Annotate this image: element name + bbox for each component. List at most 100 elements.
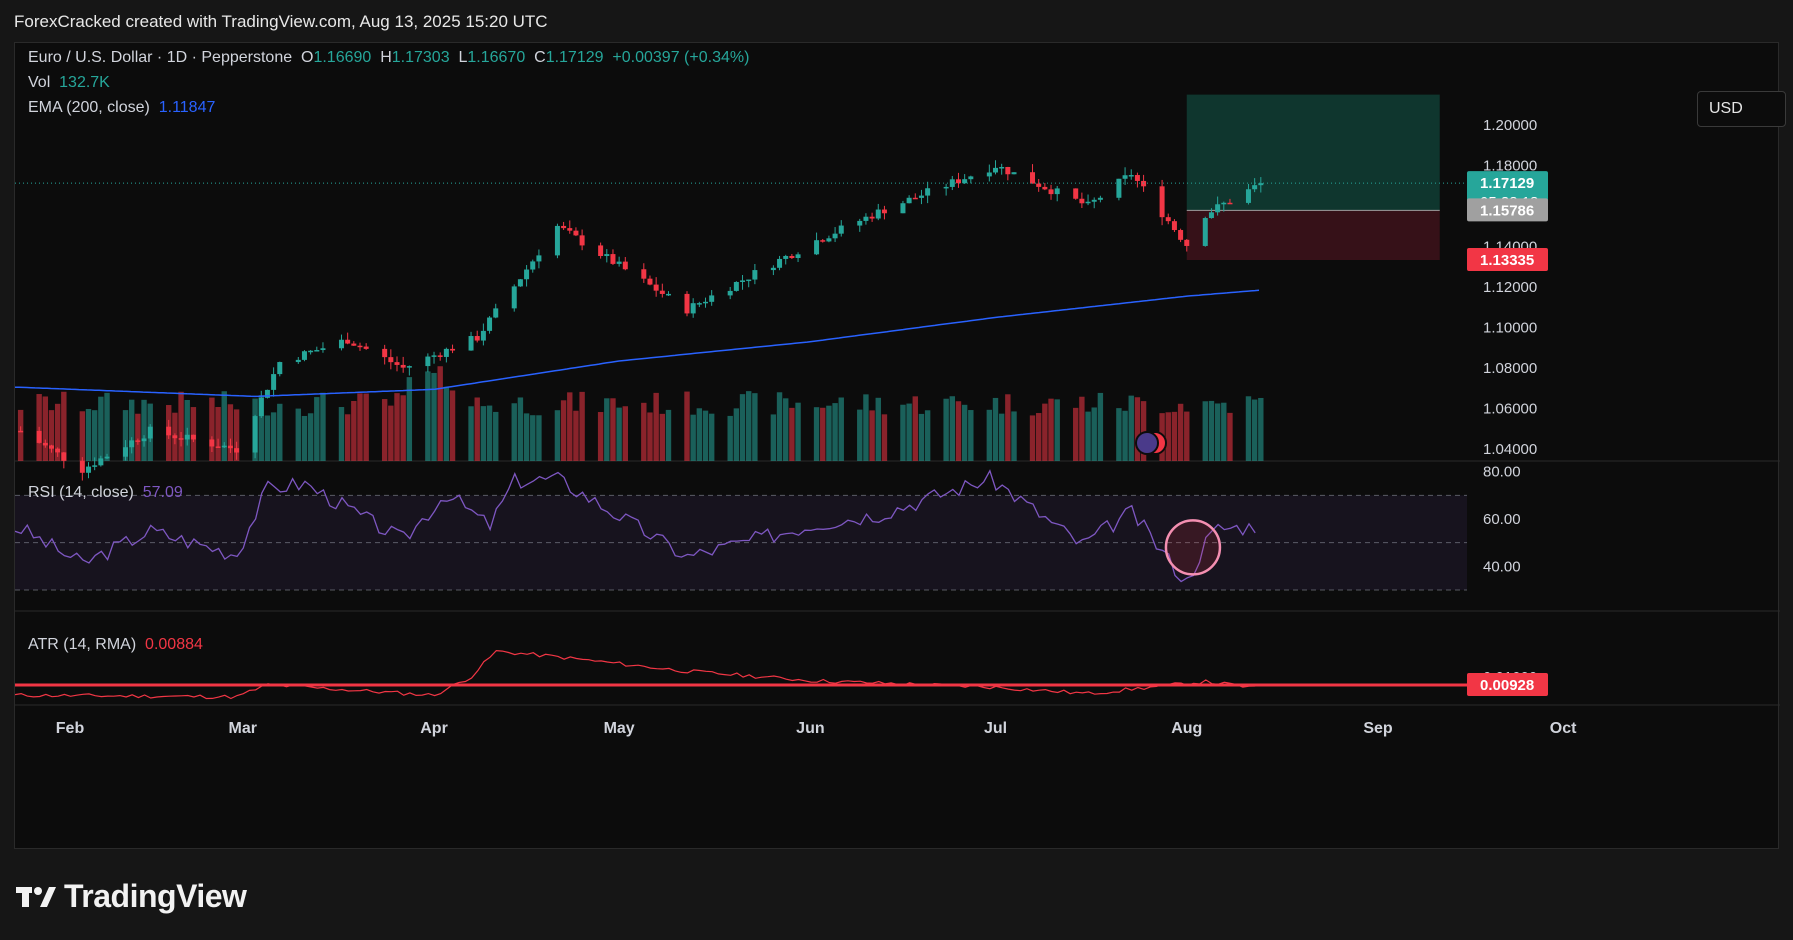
low-label: L <box>458 49 468 66</box>
volume-bar <box>437 366 443 461</box>
price-tick-label: 1.12000 <box>1483 279 1537 296</box>
last-price-label: 1.17129 <box>1480 175 1534 192</box>
symbol-legend: Euro / U.S. Dollar · 1D · Pepperstone O1… <box>28 49 749 67</box>
brand-name: TradingView <box>64 878 247 915</box>
volume-bar <box>1258 397 1264 461</box>
candle-body <box>301 351 307 360</box>
volume-legend[interactable]: Vol 132.7K <box>28 74 110 92</box>
volume-bar <box>1035 413 1042 461</box>
ema-legend[interactable]: EMA (200, close) 1.11847 <box>28 99 215 117</box>
volume-bar <box>307 413 314 461</box>
volume-bar <box>1116 408 1122 461</box>
volume-bar <box>351 400 357 461</box>
candle-body <box>1227 202 1233 205</box>
candle-body <box>770 267 776 271</box>
volume-bar <box>258 395 264 461</box>
time-axis-label: Aug <box>1171 720 1202 737</box>
candle-body <box>530 261 536 270</box>
volume-value: 132.7K <box>59 74 110 91</box>
volume-bar <box>968 410 974 461</box>
stop-price-label: 1.13335 <box>1480 252 1534 269</box>
candle-body <box>1085 201 1091 204</box>
high-value: 1.17303 <box>391 49 450 66</box>
volume-bar <box>314 397 320 461</box>
change-value: +0.00397 (+0.34%) <box>612 49 750 66</box>
candle-body <box>752 270 758 280</box>
candle-body <box>295 359 301 363</box>
symbol-title[interactable]: Euro / U.S. Dollar · 1D · Pepperstone <box>28 49 293 66</box>
rsi-legend[interactable]: RSI (14, close) 57.09 <box>28 484 183 502</box>
candle-body <box>641 269 647 279</box>
candle-body <box>1165 217 1171 222</box>
volume-bar <box>295 408 301 461</box>
volume-bar <box>517 397 524 461</box>
volume-bar <box>474 397 480 461</box>
volume-bar <box>166 405 172 461</box>
candle-body <box>357 345 363 348</box>
chart-frame[interactable]: 1.20000 1.18000 1.14000 1.12000 1.10000 1.080… <box>14 42 1786 850</box>
volume-bar <box>949 396 956 461</box>
rsi-value: 57.09 <box>142 484 183 501</box>
volume-bar <box>270 412 277 461</box>
volume-bar <box>42 396 49 461</box>
atr-value: 0.00884 <box>145 636 203 653</box>
candle-body <box>1036 183 1042 187</box>
candle-body <box>1097 197 1103 200</box>
candle-body <box>610 254 616 264</box>
volume-bar <box>17 409 24 461</box>
candle-body <box>814 240 820 255</box>
candle-body <box>573 230 579 236</box>
volume-bar <box>1085 411 1091 461</box>
rsi-tick-label: 80.00 <box>1483 464 1521 481</box>
candle-body <box>1030 172 1036 184</box>
time-axis-label: Oct <box>1550 720 1577 737</box>
candle-body <box>363 346 369 349</box>
candle-body <box>443 348 449 357</box>
chart-canvas[interactable]: 1.200001.180001.140001.120001.100001.080… <box>15 43 1780 850</box>
candle-body <box>616 261 622 264</box>
volume-bar <box>1048 398 1054 461</box>
volume-bar <box>739 394 746 461</box>
atr-legend[interactable]: ATR (14, RMA) 0.00884 <box>28 636 203 654</box>
volume-bar <box>1171 411 1178 461</box>
candle-body <box>696 303 702 305</box>
candle-body <box>1079 198 1085 204</box>
volume-bar <box>955 401 962 461</box>
volume-bar <box>1177 403 1184 461</box>
candle-body <box>98 458 104 466</box>
volume-bar <box>992 397 999 461</box>
volume-bar <box>1245 396 1252 461</box>
volume-bar <box>622 406 628 461</box>
rsi-tick-label: 40.00 <box>1483 558 1521 575</box>
volume-bar <box>900 404 906 461</box>
ema-label: EMA (200, close) <box>28 99 150 116</box>
volume-bar <box>48 410 55 461</box>
candle-body <box>86 466 92 473</box>
volume-bar <box>659 413 666 461</box>
candle-body <box>517 279 523 287</box>
atr-label: ATR (14, RMA) <box>28 636 137 653</box>
high-label: H <box>380 49 392 66</box>
candle-body <box>1258 183 1264 186</box>
currency-button[interactable]: USD <box>1697 91 1786 127</box>
candle-body <box>1178 230 1184 240</box>
candle-body <box>345 339 351 344</box>
volume-bar <box>912 396 918 461</box>
candle-body <box>1221 202 1227 205</box>
volume-bar <box>857 409 863 461</box>
volume-bar <box>381 399 388 461</box>
candle-body <box>1116 178 1122 198</box>
volume-bar <box>838 397 844 461</box>
volume-bar <box>79 411 86 461</box>
volume-bar <box>708 413 715 461</box>
volume-bar <box>665 409 672 461</box>
volume-bar <box>468 406 474 461</box>
ema-value: 1.11847 <box>158 99 216 116</box>
volume-bar <box>221 391 227 461</box>
volume-bar <box>1029 415 1036 461</box>
volume-bar <box>1097 392 1104 461</box>
volume-bar <box>1184 411 1190 461</box>
volume-bar <box>363 393 369 461</box>
candle-body <box>795 254 801 259</box>
volume-bar <box>400 395 406 461</box>
